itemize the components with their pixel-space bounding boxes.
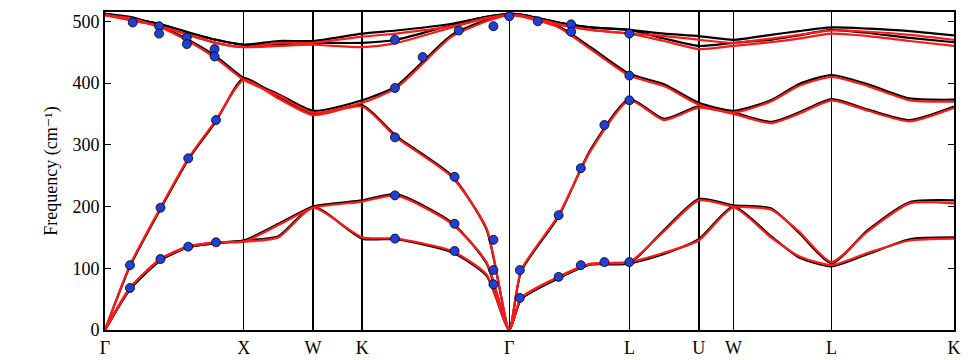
svg-text:W: W	[305, 338, 322, 358]
svg-text:Γ: Γ	[100, 338, 110, 358]
svg-text:L: L	[826, 338, 837, 358]
svg-text:X: X	[237, 338, 250, 358]
svg-text:Γ: Γ	[504, 338, 514, 358]
svg-text:K: K	[948, 338, 961, 358]
svg-text:500: 500	[72, 12, 99, 32]
svg-text:200: 200	[72, 197, 99, 217]
svg-text:L: L	[624, 338, 635, 358]
svg-text:Frequency (cm⁻¹): Frequency (cm⁻¹)	[41, 106, 62, 235]
svg-text:100: 100	[72, 259, 99, 279]
svg-text:0: 0	[90, 320, 99, 340]
svg-text:400: 400	[72, 73, 99, 93]
svg-text:300: 300	[72, 135, 99, 155]
svg-text:K: K	[356, 338, 369, 358]
svg-text:W: W	[725, 338, 742, 358]
svg-text:U: U	[692, 338, 705, 358]
